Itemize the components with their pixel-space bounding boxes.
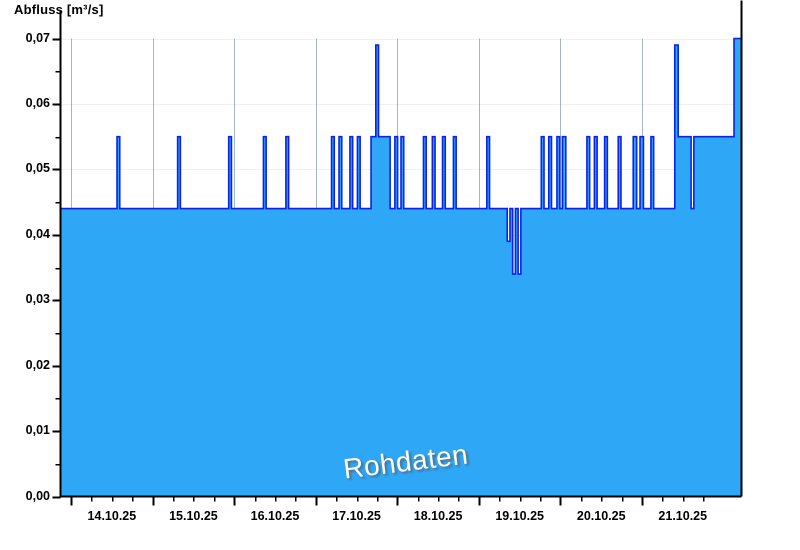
y-axis-tick-label: 0,01 — [25, 423, 50, 438]
x-axis-tick-label: 18.10.25 — [413, 508, 463, 523]
x-axis-tick-label: 15.10.25 — [169, 508, 218, 523]
y-axis-tick-label: 0,04 — [25, 226, 50, 241]
data-series-abfluss — [60, 37, 742, 497]
y-axis-tick-label: 0,02 — [25, 357, 50, 372]
x-axis-tick-label: 17.10.25 — [332, 508, 381, 523]
y-axis-tick-label: 0,03 — [25, 292, 50, 307]
x-axis-tick-label: 19.10.25 — [495, 508, 544, 523]
x-axis-tick-label: 20.10.25 — [576, 508, 626, 523]
y-axis-tick-label: 0,00 — [25, 488, 50, 503]
axis-ticks — [52, 38, 705, 506]
x-axis-tick-label: 16.10.25 — [250, 508, 300, 523]
y-axis-tick-label: 0,05 — [25, 161, 50, 176]
x-axis-tick-label: 14.10.25 — [87, 508, 137, 523]
y-axis-tick-label: 0,07 — [25, 30, 50, 45]
y-axis-tick-label: 0,06 — [25, 95, 50, 110]
y-axis-title: Abfluss [m³/s] — [14, 2, 104, 17]
x-axis-tick-label: 21.10.25 — [658, 508, 708, 523]
